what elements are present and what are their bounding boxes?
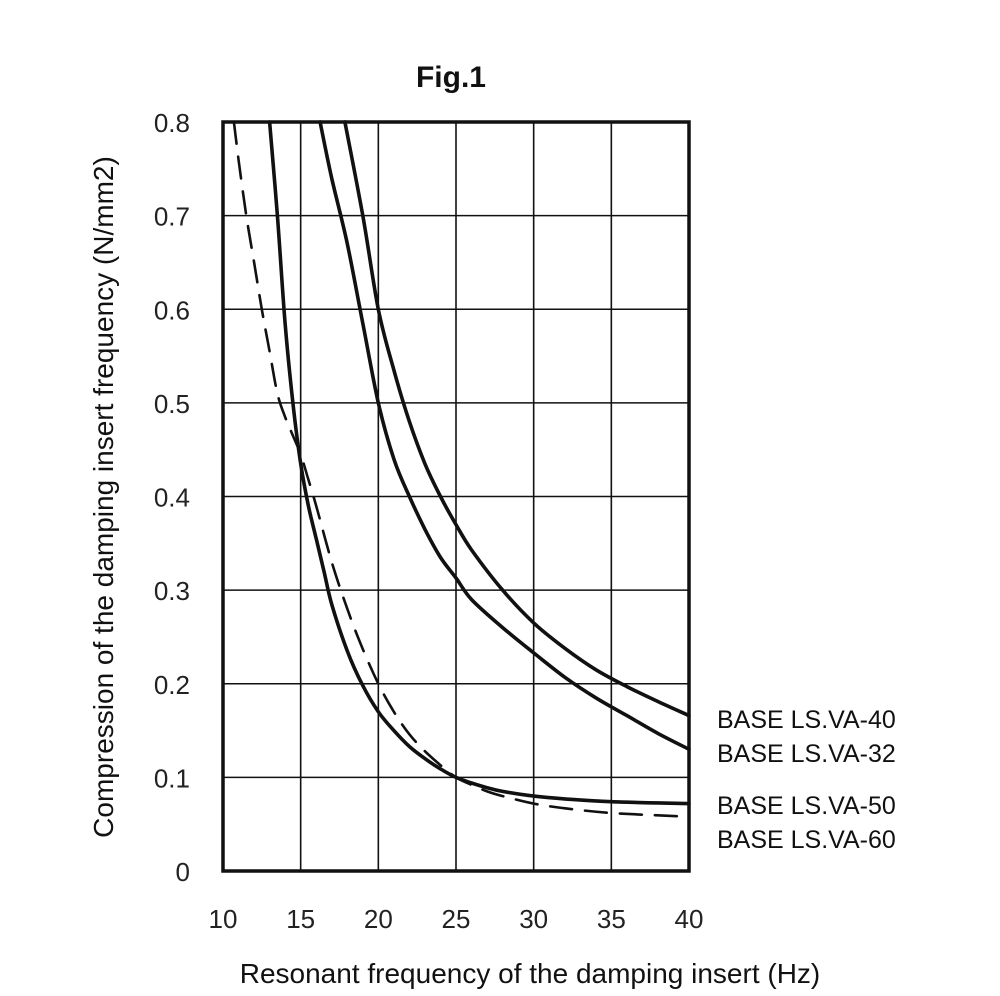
y-tick-label: 0.1 bbox=[154, 763, 190, 793]
series-line-4 bbox=[232, 120, 691, 818]
y-tick-label: 0.3 bbox=[154, 576, 190, 606]
legend-label: BASE LS.VA-40 bbox=[717, 706, 896, 734]
x-tick-label: 25 bbox=[442, 904, 471, 934]
x-tick-labels: 10 15 20 25 30 35 40 bbox=[209, 904, 704, 934]
y-tick-label: 0 bbox=[176, 857, 190, 887]
x-axis-label: Resonant frequency of the damping insert… bbox=[240, 958, 821, 989]
legend-label: BASE LS.VA-32 bbox=[717, 740, 896, 768]
y-tick-label: 0.5 bbox=[154, 389, 190, 419]
series-line-1 bbox=[343, 120, 691, 718]
x-tick-label: 10 bbox=[209, 904, 238, 934]
y-tick-label: 0.2 bbox=[154, 670, 190, 700]
x-tick-label: 40 bbox=[675, 904, 704, 934]
x-tick-label: 30 bbox=[519, 904, 548, 934]
legend-label: BASE LS.VA-60 bbox=[717, 826, 896, 854]
legend-label: BASE LS.VA-50 bbox=[717, 792, 896, 820]
y-tick-label: 0.7 bbox=[154, 202, 190, 232]
y-tick-label: 0.6 bbox=[154, 295, 190, 325]
y-axis-label: Compression of the damping insert freque… bbox=[88, 156, 119, 838]
series-group bbox=[232, 120, 691, 818]
grid bbox=[223, 122, 689, 871]
chart-title: Fig.1 bbox=[416, 61, 486, 94]
x-tick-label: 20 bbox=[364, 904, 393, 934]
plot-frame bbox=[221, 120, 691, 873]
legend: BASE LS.VA-40 BASE LS.VA-32 BASE LS.VA-50 B… bbox=[717, 706, 896, 854]
series-line-2 bbox=[318, 120, 691, 752]
y-tick-labels: 0 0.1 0.2 0.3 0.4 0.5 0.6 0.7 0.8 bbox=[154, 108, 190, 887]
series-line-3 bbox=[267, 120, 691, 806]
x-tick-label: 15 bbox=[286, 904, 315, 934]
y-tick-label: 0.4 bbox=[154, 483, 190, 513]
x-tick-label: 35 bbox=[597, 904, 626, 934]
y-tick-label: 0.8 bbox=[154, 108, 190, 138]
